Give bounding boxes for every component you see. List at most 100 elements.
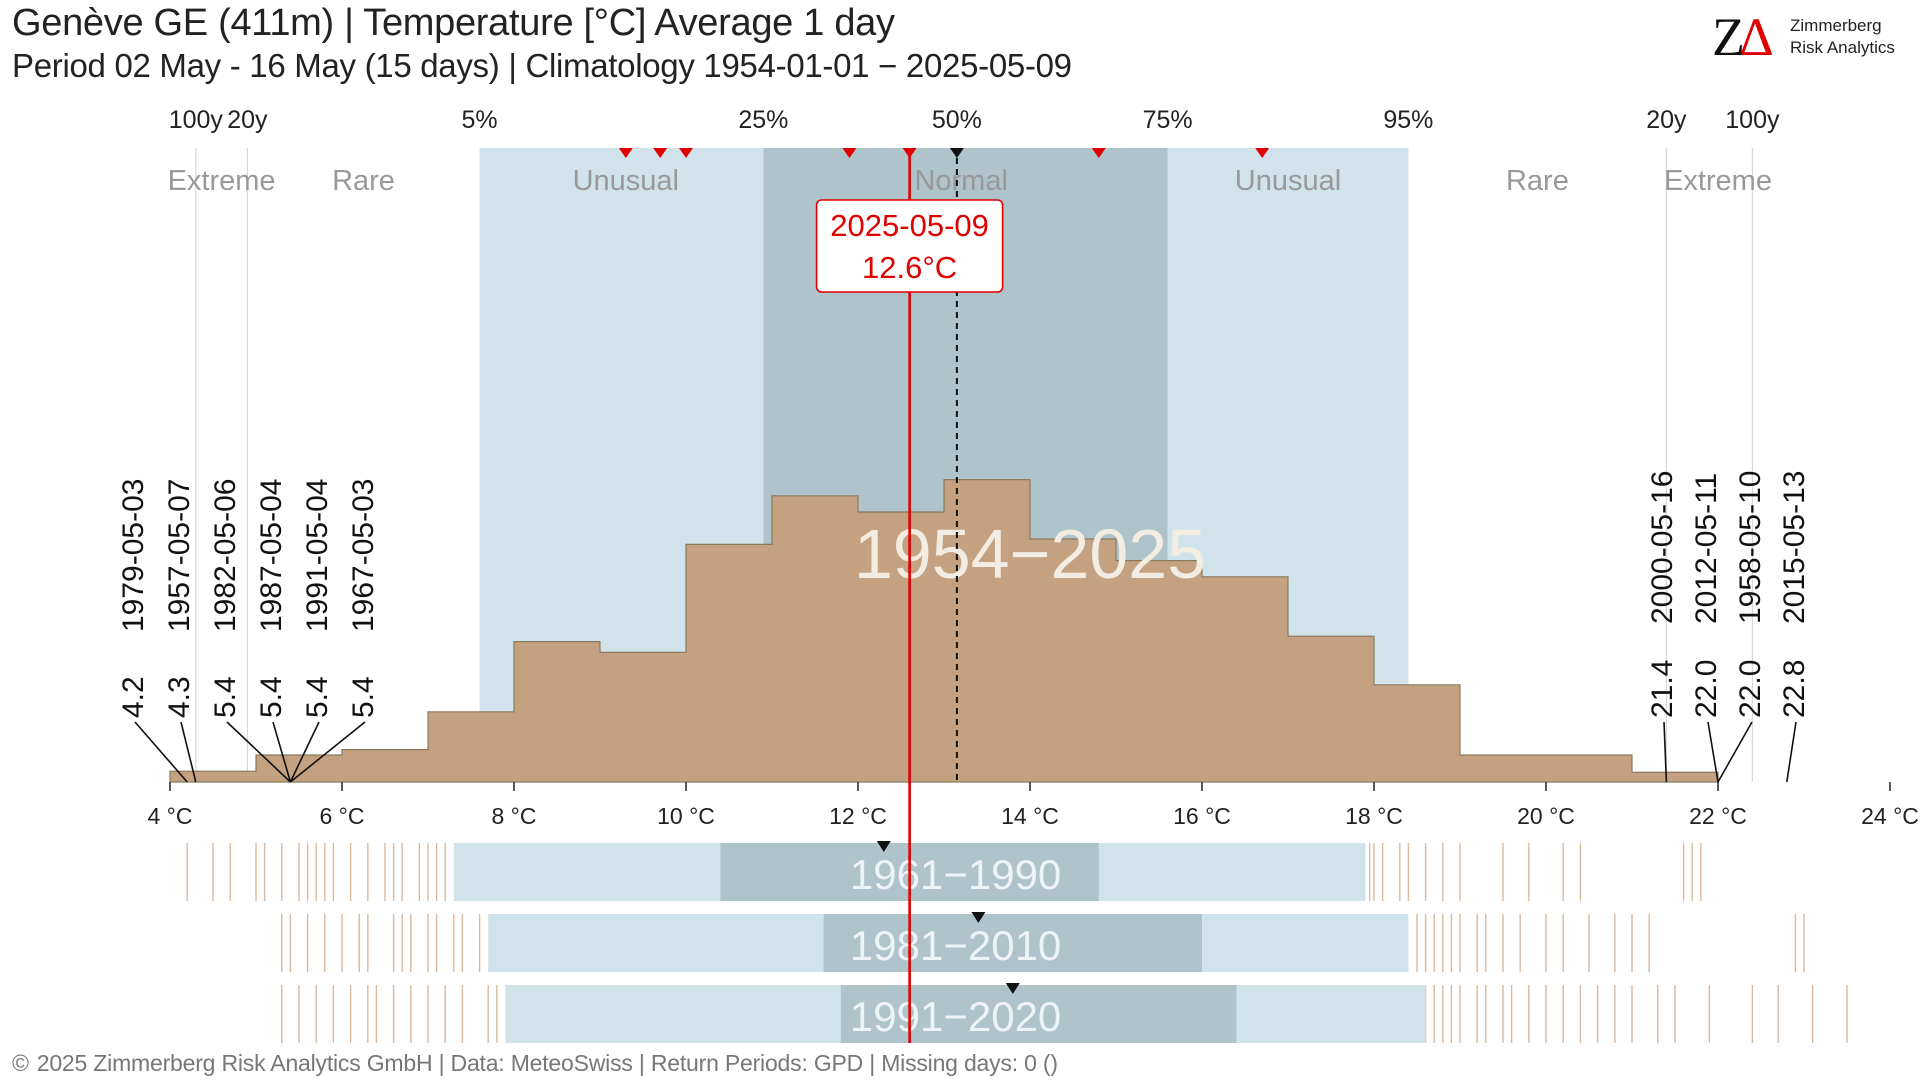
footer-credits: © 2025 Zimmerberg Risk Analytics GmbH | D… [12,1050,1058,1077]
chart-subtitle: Period 02 May - 16 May (15 days) | Clima… [12,47,1072,84]
extreme-leader-line [180,721,197,783]
x-tick-label: 4 °C [148,803,193,829]
strip-normal-band [823,914,1202,972]
extreme-value-label: 22.0 [1734,660,1767,718]
percentile-tick-label: 5% [462,106,498,134]
x-tick-label: 14 °C [1001,803,1059,829]
footer-text: 2025 Zimmerberg Risk Analytics GmbH | Da… [36,1050,1058,1076]
band-label-3: Normal [914,165,1007,197]
extreme-leader-line [272,721,292,783]
recent-day-marker [1255,148,1270,158]
current-value-group: 2025-05-09 12.6°C [815,152,1004,1043]
strip-period-label: 1991−2020 [850,993,1061,1040]
logo-text-line-1: Zimmerberg [1790,16,1882,35]
band-label-4: Unusual [1235,165,1341,197]
histogram-bar [342,750,428,782]
histogram-bar [772,496,858,782]
extreme-date-label: 1982-05-06 [209,479,242,632]
recent-day-marker [679,148,693,158]
x-tick-label: 20 °C [1517,803,1575,829]
extreme-value-label: 22.8 [1778,660,1811,718]
histogram-bar [1374,685,1460,782]
reference-period-strips: 1961−1990 1981−2010 1991−2020 [186,841,1848,1043]
extreme-date-label: 1967-05-03 [347,479,380,632]
extreme-leader-line [289,721,366,783]
brand-logo: ZΔ Zimmerberg Risk Analytics [1712,8,1912,68]
extreme-value-label: 4.3 [163,676,196,718]
histogram-bar [600,652,686,782]
extreme-date-label: 1957-05-07 [163,479,196,632]
band-label-0: Extreme [168,165,276,197]
extreme-leader-line [1717,721,1753,783]
histogram-bar [1460,755,1632,782]
extreme-leader-line [226,721,291,783]
period-watermark: 1954−2025 [854,515,1206,593]
extreme-date-label: 1958-05-10 [1734,471,1767,624]
band-label-1: Rare [332,165,395,197]
extreme-date-label: 1987-05-04 [255,479,288,632]
percentile-axis: 100y 20y 5% 25% 50% 75% 95% 20y 100y [169,106,1780,134]
copyright-icon: © [12,1050,29,1076]
strip-median-marker [1005,983,1020,994]
percentile-tick-label: 75% [1143,106,1193,134]
current-date-label: 2025-05-09 [830,208,989,243]
histogram-bar [256,755,342,782]
extreme-leader-line [1663,721,1668,783]
percentile-tick-label: 100y [1725,106,1780,134]
extreme-value-label: 5.4 [347,676,380,718]
percentile-tick-label: 50% [932,106,982,134]
histogram-bar [1202,577,1288,782]
histogram-bar [1632,772,1718,782]
strip-normal-band [840,985,1237,1043]
median-marker [949,148,964,158]
extreme-leader-line [1707,721,1719,783]
extreme-date-label: 1991-05-04 [301,479,334,632]
strip-median-marker [971,912,986,923]
logo-text-line-2: Risk Analytics [1790,38,1895,57]
current-value-label: 12.6°C [862,250,957,285]
percentile-tick-label: 95% [1383,106,1433,134]
strip-period-label: 1961−1990 [850,851,1061,898]
x-tick-label: 12 °C [829,803,887,829]
band-labels: Extreme Rare Unusual Normal Unusual Rare Extre… [168,165,1772,197]
extreme-value-label: 5.4 [209,676,242,718]
histogram-area [169,479,1719,783]
return-period-lines [195,148,1754,782]
x-tick-label: 18 °C [1345,803,1403,829]
percentile-tick-label: 20y [1646,106,1687,134]
strip-period-label: 1981−2010 [850,922,1061,969]
histogram-bar [428,712,514,782]
recent-day-marker [842,148,857,158]
extreme-value-label: 21.4 [1646,660,1679,718]
extreme-leader-line [1786,721,1797,783]
recent-day-marker [1091,148,1106,158]
histogram-bar [686,544,772,782]
x-tick-label: 16 °C [1173,803,1231,829]
extreme-value-label: 5.4 [301,676,334,718]
percentile-tick-label: 100y [169,106,224,134]
histogram-bar [514,642,600,782]
recent-day-markers [618,148,1270,158]
histogram [169,479,1719,783]
current-value-callout [815,199,1004,293]
extreme-leader-line [289,721,320,783]
recent-day-marker [653,148,668,158]
percentile-tick-label: 20y [227,106,268,134]
reference-strip-1961−1990: 1961−1990 [186,841,1702,901]
extreme-value-label: 4.2 [117,676,150,718]
recent-day-marker [618,148,633,158]
histogram-bar [1116,561,1202,782]
x-tick-label: 22 °C [1689,803,1747,829]
extreme-leader-line [134,721,188,783]
extreme-value-labels: 4.2 1979-05-03 4.3 1957-05-07 5.4 1982-05-06 5… [117,471,1811,783]
extreme-value-label: 5.4 [255,676,288,718]
x-axis: 4 °C 6 °C 8 °C 10 °C 12 °C 14 °C 16 °C 18 °C 20 … [148,782,1919,829]
strip-median-marker [876,841,891,852]
band-label-5: Rare [1506,165,1569,197]
band-label-2: Unusual [573,165,679,197]
x-tick-label: 8 °C [492,803,537,829]
temperature-distribution-chart: Extreme Rare Unusual Normal Unusual Rare Extre… [117,106,1919,1043]
extreme-date-label: 2000-05-16 [1646,471,1679,624]
band-label-6: Extreme [1664,165,1772,197]
extreme-date-label: 1979-05-03 [117,479,150,632]
